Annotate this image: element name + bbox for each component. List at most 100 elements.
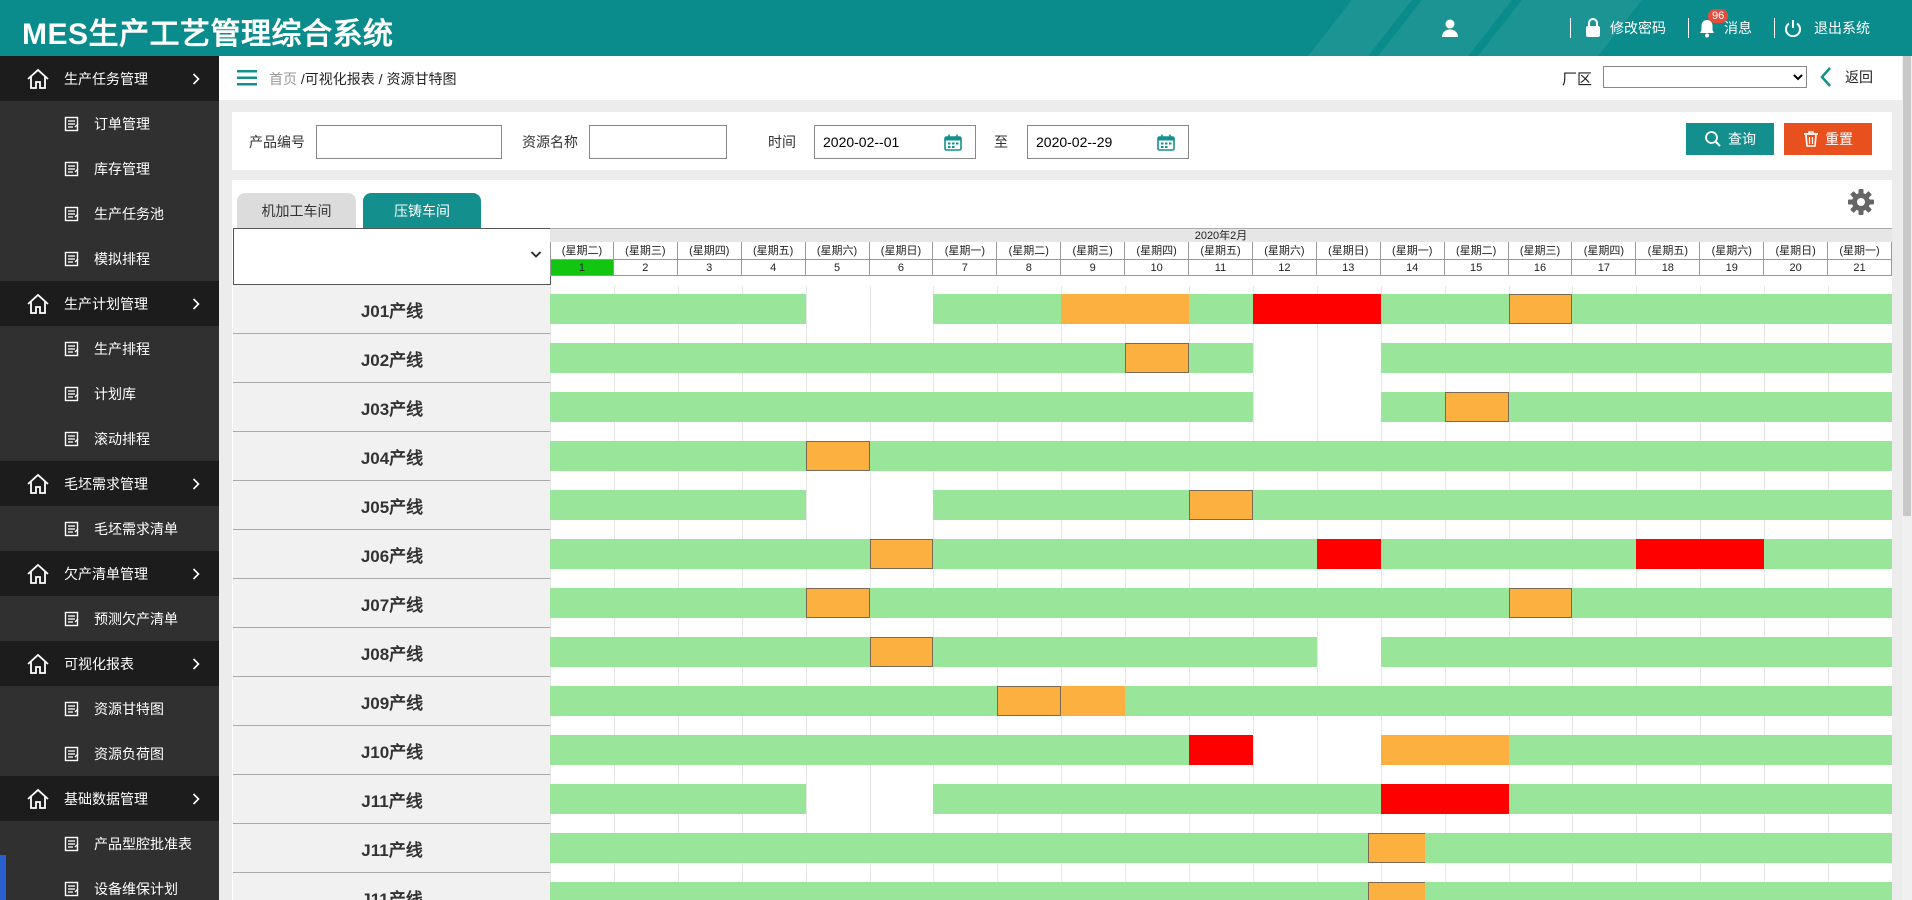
gantt-bar-red[interactable] bbox=[1316, 539, 1381, 569]
sidebar-item[interactable]: 产品型腔批准表 bbox=[0, 821, 219, 866]
gantt-bar-green[interactable] bbox=[550, 490, 806, 520]
sidebar-group[interactable]: 可视化报表 bbox=[0, 641, 219, 686]
gantt-bar-green[interactable] bbox=[550, 735, 1190, 765]
doc-icon bbox=[64, 431, 80, 450]
gantt-bar-green[interactable] bbox=[550, 637, 870, 667]
sidebar-item[interactable]: 生产任务池 bbox=[0, 191, 219, 236]
change-password-label: 修改密码 bbox=[1610, 20, 1666, 36]
sidebar-item[interactable]: 资源负荷图 bbox=[0, 731, 219, 776]
weekday-header: (星期日) bbox=[1316, 242, 1381, 260]
gantt-bar-green[interactable] bbox=[1572, 294, 1892, 324]
settings-gear-icon[interactable] bbox=[1847, 188, 1875, 219]
gantt-bar-green[interactable] bbox=[550, 588, 806, 618]
sidebar-group[interactable]: 毛坯需求管理 bbox=[0, 461, 219, 506]
gantt-bar-green[interactable] bbox=[1508, 735, 1892, 765]
change-password-link[interactable]: 修改密码 bbox=[1584, 0, 1666, 56]
gantt-bar-green[interactable] bbox=[1189, 294, 1253, 324]
gantt-bar-orange[interactable] bbox=[1508, 588, 1573, 618]
sidebar-item[interactable]: 设备维保计划 bbox=[0, 866, 219, 900]
gantt-bar-orange[interactable] bbox=[805, 441, 870, 471]
gantt-bar-orange[interactable] bbox=[997, 686, 1062, 716]
gantt-bar-green[interactable] bbox=[1508, 784, 1892, 814]
calendar-icon[interactable] bbox=[1157, 134, 1175, 154]
gantt-bar-orange[interactable] bbox=[805, 588, 870, 618]
gantt-bar-red[interactable] bbox=[1380, 784, 1509, 814]
gantt-bar-orange[interactable] bbox=[1061, 686, 1126, 716]
gantt-bar-green[interactable] bbox=[550, 539, 870, 569]
gantt-bar-green[interactable] bbox=[550, 343, 1126, 373]
gantt-bar-green[interactable] bbox=[1380, 539, 1637, 569]
gantt-bar-red[interactable] bbox=[1252, 294, 1381, 324]
gantt-bar-orange[interactable] bbox=[1189, 490, 1253, 520]
gantt-bar-green[interactable] bbox=[933, 490, 1190, 520]
gantt-bar-green[interactable] bbox=[869, 588, 1509, 618]
gantt-bar-red[interactable] bbox=[1189, 735, 1253, 765]
product-code-input[interactable] bbox=[316, 125, 502, 159]
gantt-bar-green[interactable] bbox=[869, 441, 1892, 471]
gantt-bar-green[interactable] bbox=[1380, 392, 1445, 422]
gantt-bar-green[interactable] bbox=[933, 784, 1381, 814]
query-button[interactable]: 查询 bbox=[1686, 123, 1774, 155]
sidebar-group[interactable]: 生产计划管理 bbox=[0, 281, 219, 326]
date-from-input[interactable] bbox=[814, 125, 976, 159]
header-divider bbox=[1774, 18, 1775, 38]
sidebar-item[interactable]: 生产排程 bbox=[0, 326, 219, 371]
messages-link[interactable]: 96 消息 bbox=[1698, 0, 1752, 56]
gantt-bar-green[interactable] bbox=[550, 784, 806, 814]
menu-toggle-icon[interactable] bbox=[237, 70, 257, 89]
sidebar-item[interactable]: 滚动排程 bbox=[0, 416, 219, 461]
back-button[interactable]: 返回 bbox=[1819, 66, 1873, 88]
sidebar-item[interactable]: 模拟排程 bbox=[0, 236, 219, 281]
plant-select[interactable] bbox=[1603, 66, 1807, 88]
gantt-bar-orange[interactable] bbox=[869, 637, 934, 667]
sidebar-group[interactable]: 欠产清单管理 bbox=[0, 551, 219, 596]
gantt-bar-orange[interactable] bbox=[1125, 343, 1190, 373]
sidebar-group[interactable]: 生产任务管理 bbox=[0, 56, 219, 101]
gantt-bar-green[interactable] bbox=[1425, 833, 1892, 863]
sidebar-item[interactable]: 计划库 bbox=[0, 371, 219, 416]
gantt-bar-orange[interactable] bbox=[869, 539, 934, 569]
sidebar-group[interactable]: 基础数据管理 bbox=[0, 776, 219, 821]
gantt-bar-green[interactable] bbox=[933, 539, 1317, 569]
gantt-bar-red[interactable] bbox=[1636, 539, 1765, 569]
gantt-bar-green[interactable] bbox=[933, 294, 1062, 324]
resource-name-input[interactable] bbox=[589, 125, 727, 159]
sidebar-item[interactable]: 资源甘特图 bbox=[0, 686, 219, 731]
reset-button[interactable]: 重置 bbox=[1784, 123, 1872, 155]
gantt-bar-orange[interactable] bbox=[1380, 735, 1509, 765]
gantt-bar-green[interactable] bbox=[550, 882, 1432, 900]
gantt-bar-green[interactable] bbox=[1380, 343, 1892, 373]
sidebar-item[interactable]: 毛坯需求清单 bbox=[0, 506, 219, 551]
line-select-dropdown[interactable] bbox=[233, 228, 551, 285]
user-avatar[interactable] bbox=[1440, 0, 1460, 56]
gantt-bar-green[interactable] bbox=[1125, 686, 1892, 716]
gantt-bar-orange[interactable] bbox=[1508, 294, 1573, 324]
sidebar-item[interactable]: 库存管理 bbox=[0, 146, 219, 191]
sidebar-item[interactable]: 预测欠产清单 bbox=[0, 596, 219, 641]
gantt-bar-green[interactable] bbox=[1425, 882, 1892, 900]
gantt-bar-green[interactable] bbox=[1764, 539, 1892, 569]
gantt-bar-green[interactable] bbox=[550, 833, 1432, 863]
gantt-bar-green[interactable] bbox=[1380, 294, 1509, 324]
gantt-bar-orange[interactable] bbox=[1061, 294, 1190, 324]
gantt-bar-green[interactable] bbox=[933, 637, 1317, 667]
scrollbar-thumb[interactable] bbox=[1903, 56, 1911, 516]
sidebar-item[interactable]: 订单管理 bbox=[0, 101, 219, 146]
gantt-bar-green[interactable] bbox=[1252, 490, 1892, 520]
breadcrumb-home[interactable]: 首页 bbox=[269, 71, 297, 87]
gantt-bar-green[interactable] bbox=[1189, 343, 1253, 373]
gantt-bar-green[interactable] bbox=[1380, 637, 1892, 667]
tab-die-casting[interactable]: 压铸车间 bbox=[363, 193, 481, 229]
gantt-bar-green[interactable] bbox=[550, 392, 1253, 422]
calendar-icon[interactable] bbox=[944, 134, 962, 154]
gantt-bar-orange[interactable] bbox=[1444, 392, 1509, 422]
gantt-bar-green[interactable] bbox=[550, 441, 806, 471]
date-to-input[interactable] bbox=[1027, 125, 1189, 159]
gantt-bar-green[interactable] bbox=[550, 686, 998, 716]
gantt-bar-green[interactable] bbox=[1572, 588, 1892, 618]
doc-icon bbox=[64, 386, 80, 405]
tab-machining[interactable]: 机加工车间 bbox=[237, 193, 356, 229]
gantt-bar-green[interactable] bbox=[1508, 392, 1892, 422]
logout-link[interactable]: 退出系统 bbox=[1784, 0, 1870, 56]
gantt-bar-green[interactable] bbox=[550, 294, 806, 324]
